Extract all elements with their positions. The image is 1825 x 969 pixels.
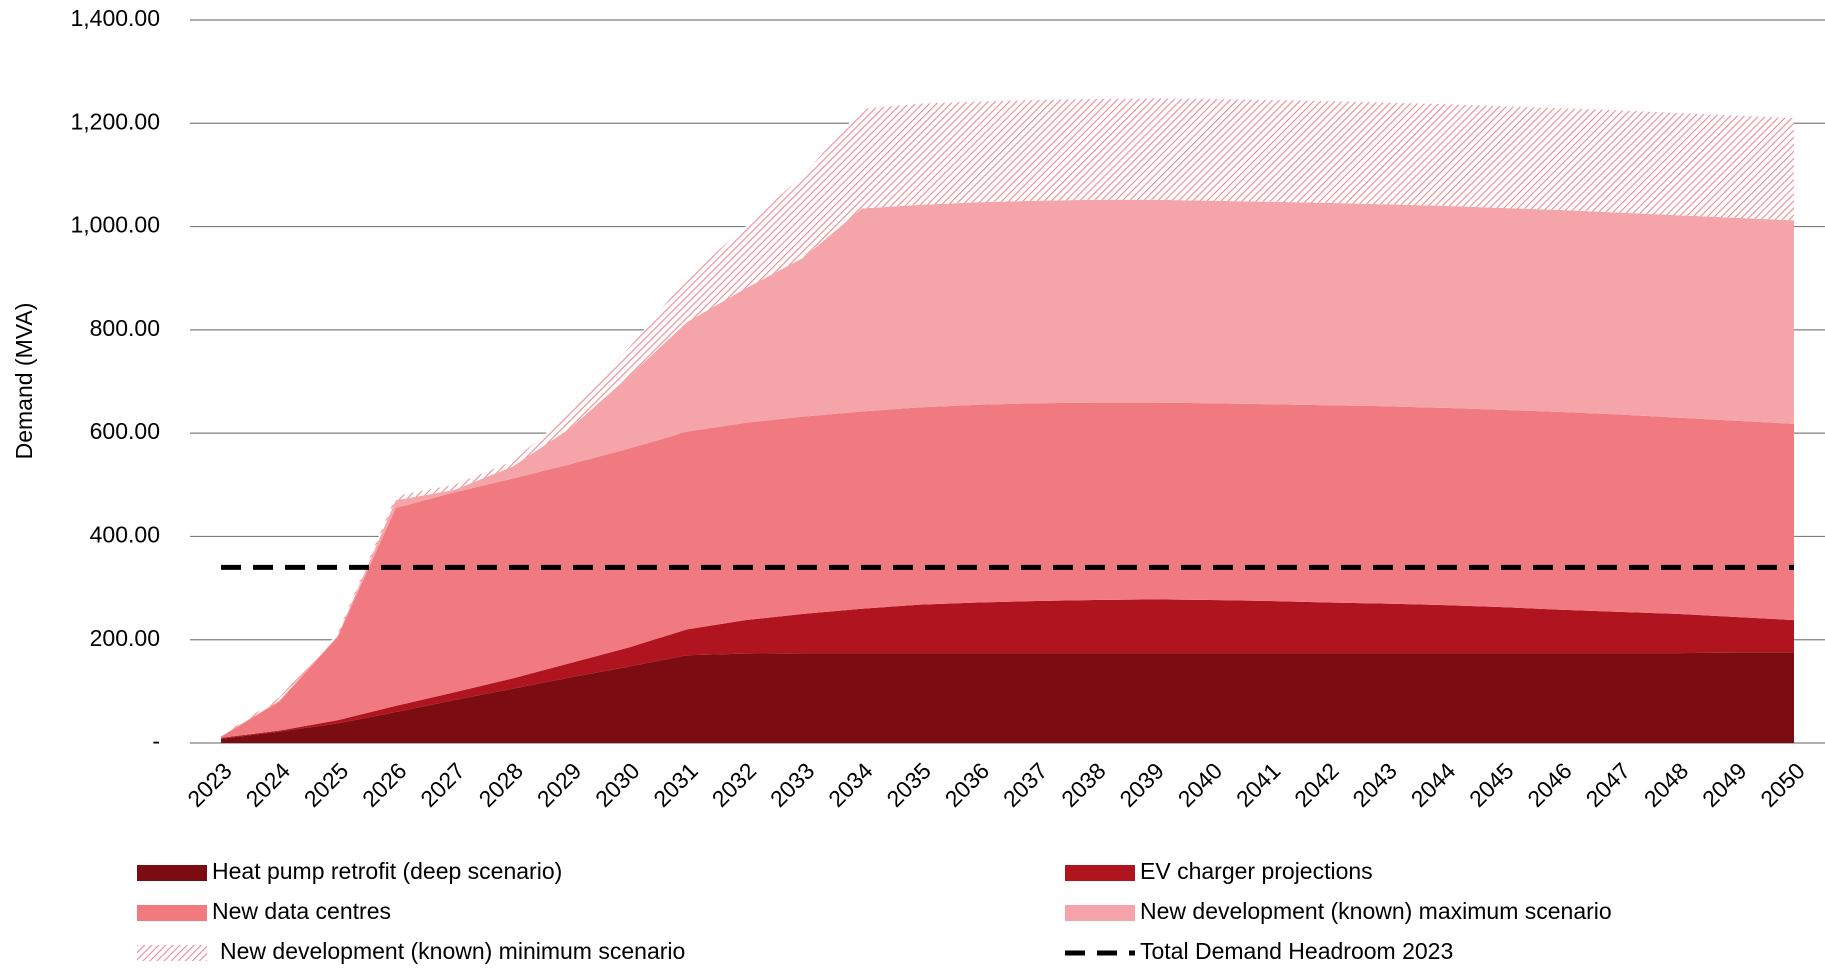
y-tick-label: 800.00 [90, 315, 160, 341]
x-tick-label: 2049 [1697, 757, 1752, 812]
x-tick-label: 2044 [1406, 757, 1461, 812]
x-tick-label: 2027 [415, 757, 470, 812]
area [221, 199, 1794, 737]
area [221, 652, 1794, 743]
x-tick-label: 2026 [357, 757, 412, 812]
y-tick-label: 200.00 [90, 625, 160, 651]
x-tick-label: 2032 [707, 757, 762, 812]
legend-label: New data centres [212, 898, 391, 924]
x-tick-label: 2036 [940, 757, 995, 812]
x-tick-label: 2042 [1289, 757, 1344, 812]
y-tick-label: 400.00 [90, 522, 160, 548]
x-tick-label: 2023 [182, 757, 237, 812]
x-tick-label: 2024 [241, 757, 296, 812]
x-tick-label: 2050 [1755, 757, 1810, 812]
x-tick-label: 2047 [1580, 757, 1635, 812]
y-tick-label: 1,400.00 [70, 5, 160, 31]
legend-swatch [137, 945, 207, 961]
x-tick-label: 2043 [1347, 757, 1402, 812]
x-tick-label: 2025 [299, 757, 354, 812]
legend-swatch [137, 865, 207, 881]
legend-label: New development (known) maximum scenario [1140, 898, 1612, 924]
area [221, 402, 1794, 738]
legend-label: New development (known) minimum scenario [220, 938, 685, 964]
legend-swatch [1065, 865, 1135, 881]
area [221, 599, 1794, 739]
x-tick-label: 2048 [1639, 757, 1694, 812]
area [221, 98, 1794, 737]
x-tick-label: 2038 [1056, 757, 1111, 812]
y-tick-label: 600.00 [90, 418, 160, 444]
x-tick-label: 2039 [1114, 757, 1169, 812]
y-tick-label: 1,000.00 [70, 212, 160, 238]
x-tick-label: 2028 [474, 757, 529, 812]
y-tick-label: - [152, 728, 160, 754]
x-tick-label: 2046 [1522, 757, 1577, 812]
x-tick-label: 2033 [765, 757, 820, 812]
legend-swatch [137, 905, 207, 921]
x-tick-label: 2031 [648, 757, 703, 812]
x-tick-label: 2041 [1231, 757, 1286, 812]
x-tick-label: 2035 [881, 757, 936, 812]
legend-label: EV charger projections [1140, 858, 1373, 884]
x-tick-label: 2034 [823, 757, 878, 812]
y-axis-label: Demand (MVA) [11, 303, 37, 460]
x-tick-label: 2037 [998, 757, 1053, 812]
legend-label: Heat pump retrofit (deep scenario) [212, 858, 562, 884]
x-tick-label: 2030 [590, 757, 645, 812]
x-tick-label: 2040 [1173, 757, 1228, 812]
x-tick-label: 2029 [532, 757, 587, 812]
y-tick-label: 1,200.00 [70, 108, 160, 134]
legend-swatch [1065, 905, 1135, 921]
legend-label: Total Demand Headroom 2023 [1140, 938, 1453, 964]
x-tick-label: 2045 [1464, 757, 1519, 812]
